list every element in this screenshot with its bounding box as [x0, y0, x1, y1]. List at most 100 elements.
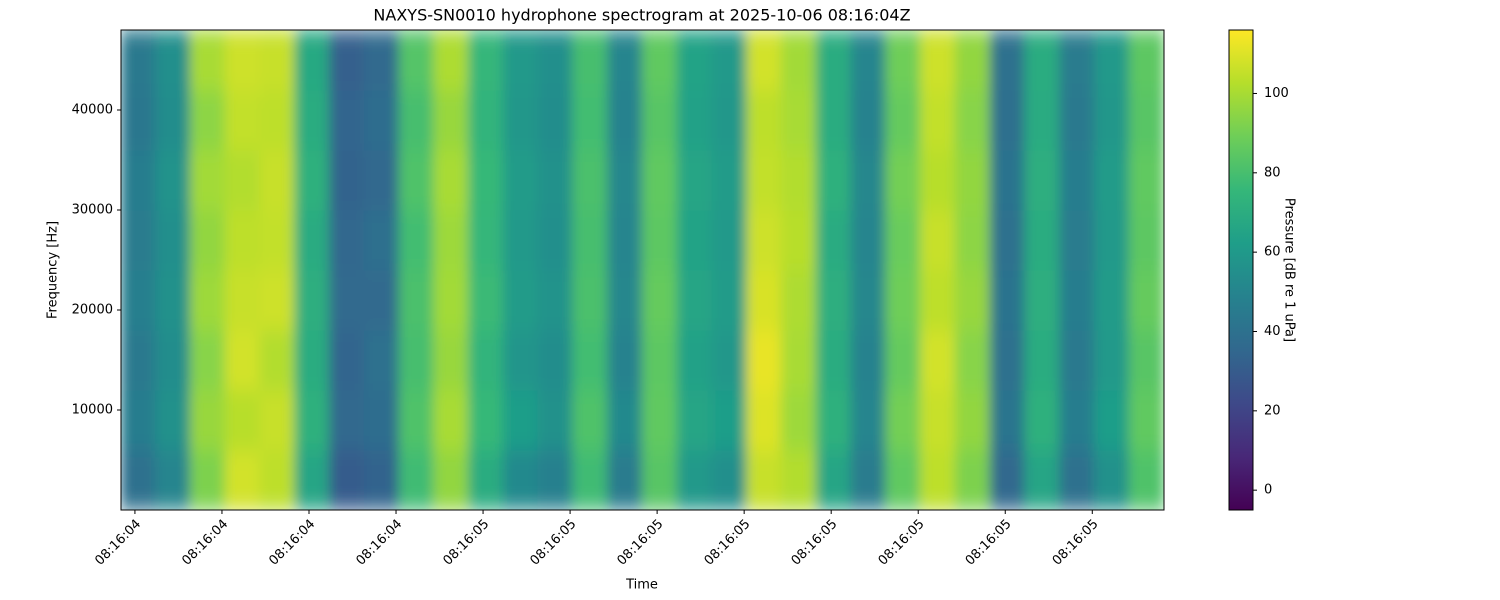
- heat-cell: [1024, 149, 1061, 211]
- heat-cell: [259, 209, 296, 271]
- colorbar-tick-label: 100: [1264, 86, 1289, 101]
- heat-cell: [711, 149, 748, 211]
- heat-cell: [1024, 449, 1061, 510]
- heat-cell: [468, 269, 504, 331]
- heat-cell: [363, 209, 400, 271]
- heat-cell: [642, 89, 678, 151]
- heat-cell: [1059, 389, 1095, 451]
- heat-cell: [885, 449, 922, 510]
- heat-cell: [224, 389, 261, 451]
- heat-cell: [537, 389, 574, 451]
- x-axis-label: Time: [625, 578, 658, 593]
- x-tick-label: 08:16:05: [876, 517, 928, 569]
- heat-cell: [224, 30, 261, 91]
- heat-cell: [1024, 389, 1061, 451]
- chart-title: NAXYS-SN0010 hydrophone spectrogram at 2…: [373, 6, 910, 25]
- x-tick-label: 08:16:05: [440, 517, 492, 569]
- heat-cell: [329, 149, 365, 211]
- heat-cell: [711, 329, 748, 391]
- heat-cell: [572, 149, 609, 211]
- colorbar-tick-label: 60: [1264, 245, 1281, 260]
- heat-cell: [537, 449, 574, 510]
- heat-cell: [920, 149, 956, 211]
- heat-cell: [711, 209, 748, 271]
- heat-cell: [537, 329, 574, 391]
- heat-cell: [329, 329, 365, 391]
- heat-cell: [607, 389, 643, 451]
- heat-cell: [642, 209, 678, 271]
- y-tick-label: 30000: [72, 203, 113, 218]
- heat-cell: [815, 329, 852, 391]
- heat-cell: [259, 389, 296, 451]
- heat-cell: [920, 449, 956, 510]
- heat-cell: [954, 389, 991, 451]
- heat-cell: [989, 30, 1026, 91]
- heat-cell: [433, 329, 470, 391]
- heat-cell: [920, 269, 956, 331]
- heat-cell: [711, 389, 748, 451]
- x-tick-label: 08:16:05: [615, 517, 667, 569]
- heat-cell: [676, 269, 713, 331]
- heat-cell: [294, 329, 331, 391]
- heat-cell: [642, 269, 678, 331]
- heat-cell: [815, 389, 852, 451]
- heat-cell: [954, 30, 991, 91]
- heat-cell: [711, 89, 748, 151]
- heat-cell: [259, 149, 296, 211]
- heat-cell: [155, 149, 192, 211]
- heat-cell: [1024, 269, 1061, 331]
- heat-cell: [224, 149, 261, 211]
- y-tick-label: 40000: [72, 103, 113, 118]
- heat-cell: [363, 269, 400, 331]
- heat-cell: [1059, 30, 1095, 91]
- heat-cell: [885, 209, 922, 271]
- heat-cell: [190, 30, 226, 91]
- heat-cell: [468, 449, 504, 510]
- heatmap: [121, 30, 1164, 510]
- heat-cell: [746, 149, 783, 211]
- heat-cell: [329, 209, 365, 271]
- heat-cell: [781, 89, 817, 151]
- x-tick-label: 08:16:05: [1050, 517, 1102, 569]
- heat-cell: [468, 89, 504, 151]
- heat-cell: [121, 329, 157, 391]
- heat-cell: [259, 329, 296, 391]
- heat-cell: [746, 89, 783, 151]
- heat-cell: [259, 269, 296, 331]
- heat-cell: [433, 149, 470, 211]
- heat-cell: [676, 149, 713, 211]
- heat-cell: [363, 449, 400, 510]
- heat-cell: [294, 149, 331, 211]
- heat-cell: [781, 389, 817, 451]
- heat-cell: [572, 449, 609, 510]
- heat-cell: [954, 209, 991, 271]
- heat-cell: [433, 89, 470, 151]
- heat-cell: [1128, 149, 1164, 211]
- x-tick-label: 08:16:04: [266, 517, 318, 569]
- heat-cell: [121, 269, 157, 331]
- heat-cell: [121, 89, 157, 151]
- colorbar: [1228, 29, 1254, 511]
- heat-cell: [502, 209, 539, 271]
- heat-cell: [259, 30, 296, 91]
- heat-cell: [850, 30, 887, 91]
- heat-cell: [885, 329, 922, 391]
- y-tick-label: 20000: [72, 303, 113, 318]
- heat-cell: [676, 389, 713, 451]
- heat-cell: [190, 449, 226, 510]
- heat-cell: [224, 89, 261, 151]
- heat-cell: [815, 269, 852, 331]
- heat-cell: [989, 329, 1026, 391]
- heat-cell: [398, 89, 435, 151]
- heat-cell: [224, 329, 261, 391]
- x-tick-label: 08:16:04: [353, 517, 405, 569]
- heat-cell: [850, 329, 887, 391]
- heat-cell: [746, 389, 783, 451]
- heat-cell: [433, 209, 470, 271]
- heat-cell: [363, 89, 400, 151]
- x-tick-label: 08:16:05: [789, 517, 841, 569]
- heat-cell: [815, 89, 852, 151]
- heat-cell: [1024, 209, 1061, 271]
- heat-cell: [1128, 269, 1164, 331]
- heat-cell: [885, 89, 922, 151]
